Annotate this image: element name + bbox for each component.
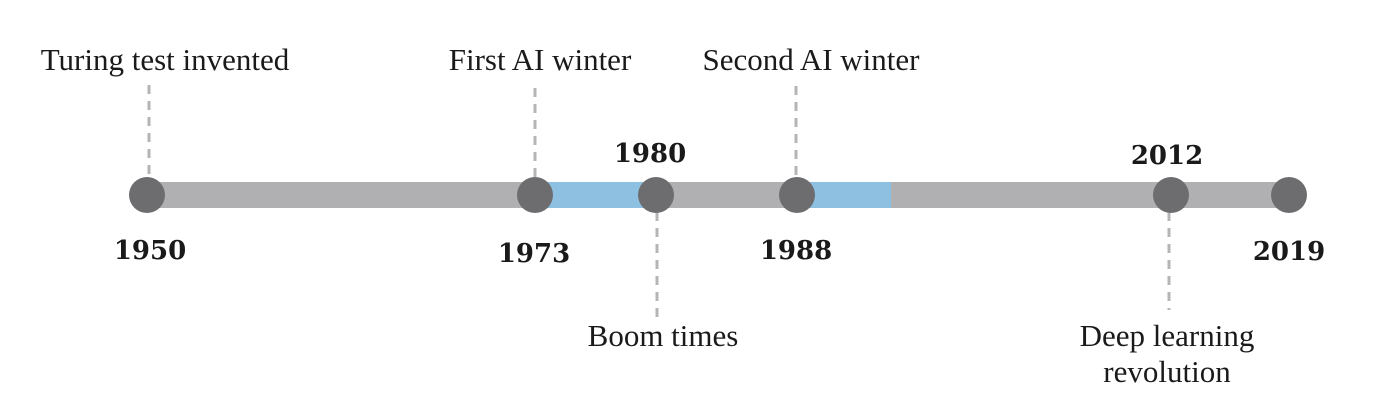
event-label-first-ai-winter: First AI winter (449, 42, 632, 77)
event-label-turing-test: Turing test invented (41, 42, 290, 77)
event-label-deep-learning-line1: Deep learning (1080, 318, 1255, 353)
year-label-2012: 2012 (1131, 141, 1203, 171)
node-2012 (1153, 177, 1189, 213)
node-1950 (129, 177, 165, 213)
node-1988 (779, 177, 815, 213)
node-2019 (1271, 177, 1307, 213)
event-label-boom-times: Boom times (588, 318, 739, 353)
year-label-1980: 1980 (614, 139, 686, 169)
year-label-2019: 2019 (1253, 237, 1325, 267)
event-label-deep-learning-line2: revolution (1103, 354, 1231, 389)
year-label-1988: 1988 (760, 236, 832, 266)
node-1980 (638, 177, 674, 213)
first-ai-winter-period (536, 182, 656, 208)
event-label-second-ai-winter: Second AI winter (703, 42, 921, 77)
year-label-1973: 1973 (498, 239, 570, 269)
node-1973 (517, 177, 553, 213)
year-label-1950: 1950 (114, 236, 186, 266)
timeline-track (146, 182, 1290, 208)
